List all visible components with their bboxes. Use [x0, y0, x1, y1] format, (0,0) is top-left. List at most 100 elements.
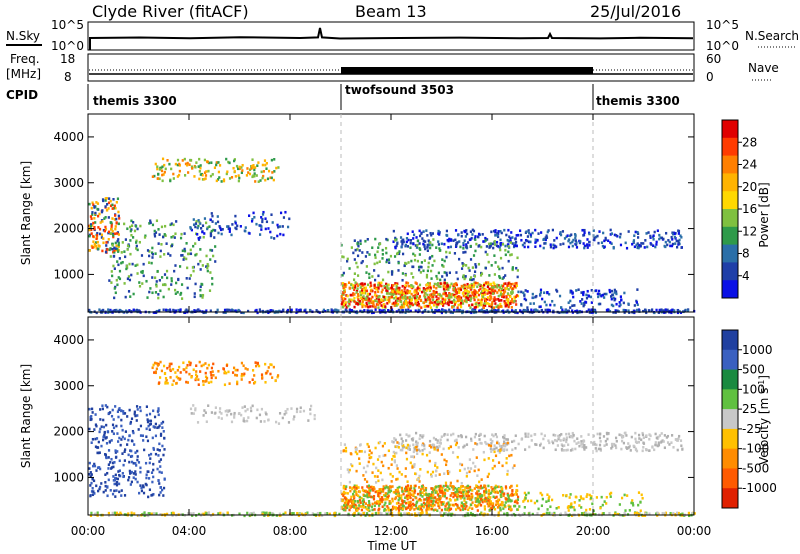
power-ground-line: [209, 309, 212, 313]
power-late-echo: [546, 291, 549, 295]
power-mid-echo: [288, 217, 291, 221]
power-scatter-echo: [371, 246, 374, 250]
power-early-patch: [102, 199, 105, 203]
velocity-near-range-band: [413, 486, 416, 490]
velocity-early-patch: [138, 406, 142, 409]
power-far-band: [582, 234, 585, 237]
velocity-ground-line: [580, 512, 584, 515]
velocity-near-range-band: [368, 502, 371, 506]
velocity-early-patch: [116, 410, 120, 414]
velocity-early-patch: [152, 468, 155, 472]
velocity-ground-line: [480, 512, 483, 516]
power-scatter-echo: [474, 265, 478, 269]
velocity-far-band: [642, 436, 645, 440]
velocity-near-range-band: [487, 492, 490, 496]
velocity-far-band: [401, 440, 404, 443]
power-near-range-band: [397, 302, 400, 306]
power-near-range-band: [463, 287, 467, 291]
power-far-band: [676, 245, 679, 249]
velocity-far-band: [563, 444, 566, 447]
velocity-early-patch: [162, 430, 165, 433]
velocity-near-range-band: [466, 486, 469, 490]
power-ground-line: [193, 309, 196, 312]
velocity-near-range-band: [446, 485, 449, 488]
velocity-ground-line: [564, 511, 567, 515]
velocity-near-range-band: [389, 501, 392, 505]
power-arc-echo: [195, 161, 198, 164]
power-scatter-echo: [442, 265, 445, 268]
power-arc-echo: [201, 173, 204, 177]
power-far-band: [462, 243, 465, 247]
velocity-arc-echo: [165, 378, 168, 382]
velocity-near-range-band: [387, 506, 390, 510]
velocity-early-patch: [136, 408, 139, 411]
velocity-near-range-band: [391, 505, 395, 509]
power-early-patch: [117, 233, 120, 236]
velocity-near-range-band: [445, 484, 448, 487]
power-near-range-band: [485, 302, 488, 305]
velocity-near-range-band: [396, 486, 399, 490]
velocity-near-range-band: [452, 492, 455, 495]
power-near-range-band: [447, 294, 451, 297]
velocity-arc-echo: [175, 375, 178, 379]
power-far-band: [619, 243, 623, 247]
power-scatter-echo: [346, 259, 349, 263]
velocity-ground-line: [192, 513, 195, 516]
power-late-echo: [608, 288, 611, 292]
power-mid-echo: [284, 210, 287, 214]
power-ground-line: [324, 309, 327, 313]
power-near-range-band: [347, 300, 351, 304]
velocity-early-patch: [133, 410, 136, 414]
velocity-near-range-band: [419, 491, 422, 495]
power-ground-line: [267, 311, 270, 315]
velocity-near-range-band: [464, 502, 467, 506]
power-far-band: [559, 243, 562, 246]
power-early-patch: [117, 248, 120, 252]
velocity-far-band: [654, 441, 657, 444]
power-mid-echo: [193, 292, 196, 295]
power-ground-line: [623, 311, 626, 314]
velocity-far-band: [517, 442, 520, 446]
power-mid-echo: [258, 233, 262, 236]
velocity-early-patch: [121, 471, 124, 475]
power-near-range-band: [404, 291, 407, 295]
velocity-far-band: [465, 443, 469, 446]
power-arc-echo: [161, 173, 164, 177]
velocity-early-patch: [130, 470, 133, 474]
velocity-far-band: [642, 442, 646, 445]
velocity-near-range-band: [483, 493, 486, 497]
velocity-ground-line: [94, 512, 97, 516]
power-near-range-band: [473, 306, 476, 309]
power-near-range-band: [359, 286, 362, 289]
velocity-near-range-band: [500, 500, 504, 504]
power-far-band: [551, 228, 554, 232]
power-far-band: [466, 241, 470, 244]
velocity-far-band: [610, 442, 614, 446]
power-near-range-band: [364, 286, 367, 290]
velocity-near-range-band: [461, 504, 464, 508]
velocity-near-range-band: [356, 499, 359, 503]
velocity-early-patch: [130, 417, 134, 421]
power-mid-echo: [196, 226, 199, 230]
velocity-early-patch: [95, 424, 98, 428]
velocity-early-patch: [115, 483, 119, 487]
power-far-band: [583, 246, 586, 250]
power-near-range-band: [374, 291, 377, 294]
power-mid-echo: [267, 227, 270, 230]
power-late-echo: [613, 291, 616, 294]
power-far-band: [499, 229, 502, 233]
power-mid-echo: [252, 211, 255, 215]
power-near-range-band: [432, 285, 436, 289]
power-far-band: [496, 234, 499, 237]
velocity-early-patch: [139, 424, 143, 428]
velocity-early-patch: [152, 425, 155, 428]
velocity-early-patch: [95, 437, 99, 440]
velocity-early-patch: [123, 412, 127, 415]
power-mid-echo: [154, 291, 158, 294]
power-scatter-echo: [355, 261, 358, 265]
velocity-near-range-band: [476, 490, 479, 494]
cpid-segment-3: themis 3300: [596, 94, 680, 108]
power-far-band: [395, 244, 398, 248]
velocity-far-band: [538, 444, 542, 447]
velocity-far-band: [457, 434, 460, 438]
